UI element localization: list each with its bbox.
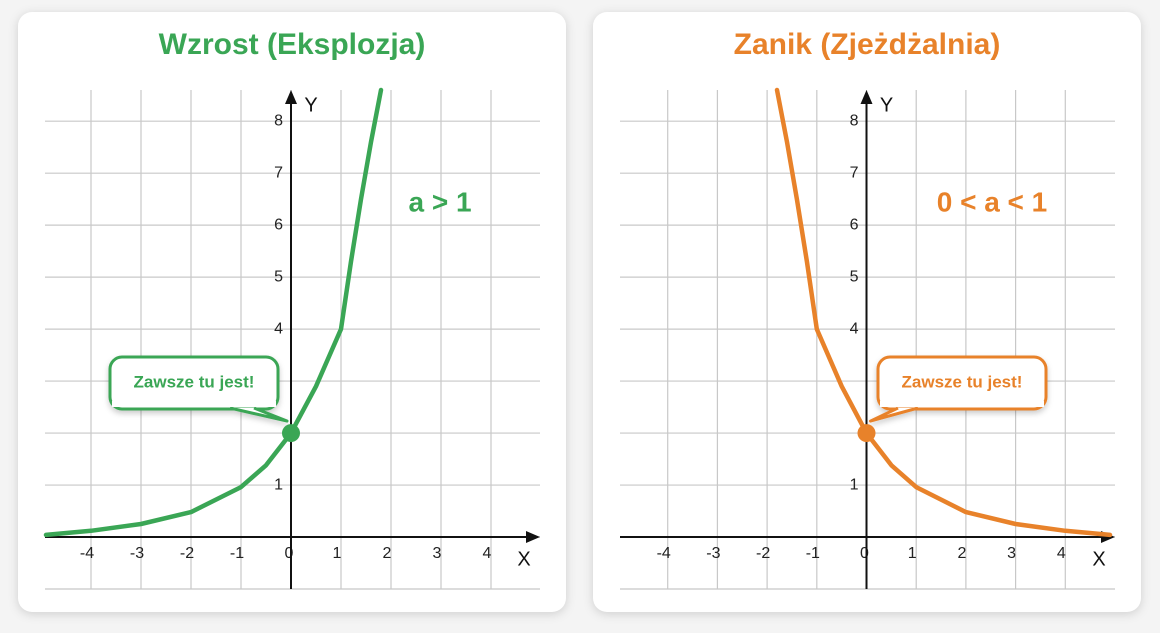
callout-text: Zawsze tu jest! bbox=[902, 372, 1023, 391]
x-tick-label: -2 bbox=[180, 545, 194, 562]
y-axis-label: Y bbox=[880, 94, 893, 116]
x-tick-label: -1 bbox=[230, 545, 244, 562]
callout-box bbox=[876, 355, 1048, 411]
y-tick-label: 8 bbox=[274, 112, 283, 129]
y-axis-arrow bbox=[285, 90, 297, 104]
x-tick-label: 2 bbox=[957, 545, 966, 562]
x-axis-label: X bbox=[517, 548, 530, 570]
x-tick-label: -4 bbox=[80, 545, 94, 562]
callout-tail bbox=[869, 406, 919, 423]
x-axis-label: X bbox=[1092, 548, 1105, 570]
y-tick-label: 8 bbox=[850, 112, 859, 129]
y-tick-label: 1 bbox=[274, 476, 283, 493]
x-tick-label: 3 bbox=[1007, 545, 1016, 562]
y-tick-label: 6 bbox=[274, 216, 283, 233]
callout-cover bbox=[880, 401, 1044, 407]
callout-box bbox=[108, 355, 280, 411]
y-tick-label: 7 bbox=[274, 164, 283, 181]
annotation: a > 1 bbox=[408, 186, 471, 217]
chart-title: Zanik (Zjeżdżalnia) bbox=[734, 28, 1001, 61]
x-tick-label: -1 bbox=[806, 545, 820, 562]
x-axis-arrow bbox=[526, 531, 540, 544]
y-axis-label: Y bbox=[304, 94, 317, 116]
callout bbox=[108, 355, 289, 423]
x-tick-label: 0 bbox=[860, 545, 869, 562]
y-tick-label: 1 bbox=[850, 476, 859, 493]
x-tick-label: 0 bbox=[285, 545, 294, 562]
y-tick-label: 4 bbox=[274, 320, 283, 337]
y-tick-label: 5 bbox=[850, 268, 859, 285]
x-tick-label: -4 bbox=[657, 545, 671, 562]
x-tick-label: 2 bbox=[383, 545, 392, 562]
x-tick-label: 4 bbox=[1057, 545, 1066, 562]
annotation: 0 < a < 1 bbox=[937, 186, 1048, 217]
highlight-point bbox=[282, 424, 300, 443]
callout-text: Zawsze tu jest! bbox=[134, 372, 255, 391]
x-tick-label: -2 bbox=[756, 545, 770, 562]
y-tick-label: 4 bbox=[850, 320, 859, 337]
callout-tail bbox=[229, 406, 289, 423]
x-tick-label: 1 bbox=[908, 545, 917, 562]
callout-cover bbox=[112, 401, 276, 407]
x-tick-label: -3 bbox=[706, 545, 720, 562]
x-tick-label: 1 bbox=[333, 545, 342, 562]
x-tick-label: 4 bbox=[483, 545, 492, 562]
x-tick-label: 3 bbox=[433, 545, 442, 562]
y-tick-label: 5 bbox=[274, 268, 283, 285]
highlight-point bbox=[857, 424, 876, 443]
y-tick-label: 7 bbox=[850, 164, 859, 181]
y-axis-arrow bbox=[860, 90, 873, 104]
x-tick-label: -3 bbox=[130, 545, 144, 562]
chart-title: Wzrost (Eksplozja) bbox=[159, 28, 426, 61]
y-tick-label: 6 bbox=[850, 216, 859, 233]
callout bbox=[869, 355, 1048, 423]
